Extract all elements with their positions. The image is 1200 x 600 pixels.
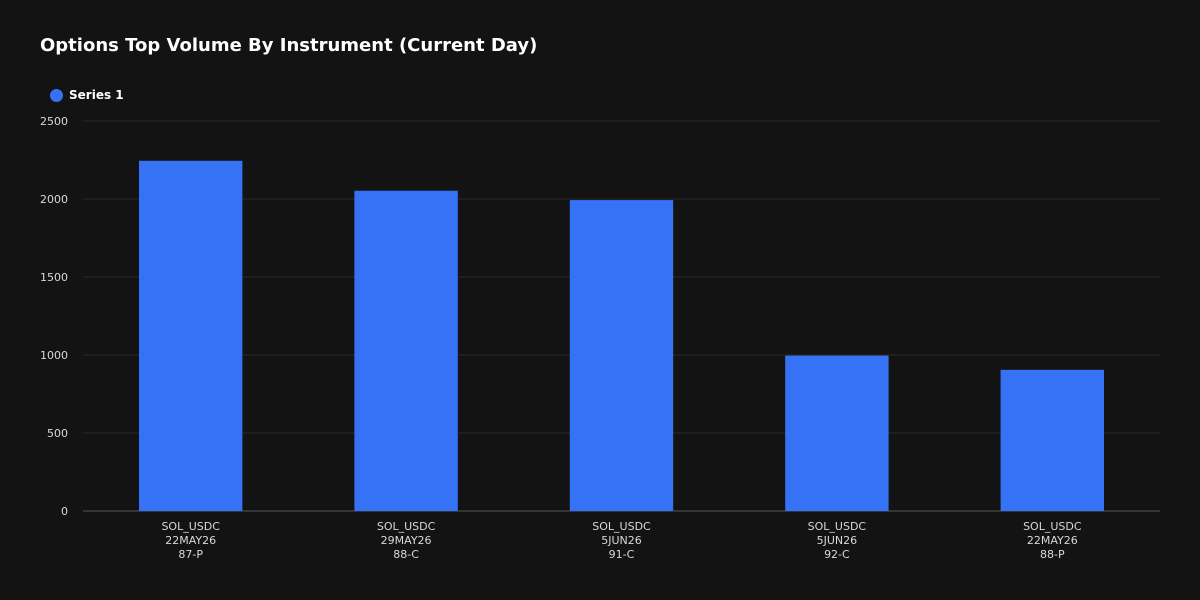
legend[interactable]: Series 1 — [50, 88, 124, 102]
y-tick-label: 0 — [61, 505, 68, 518]
y-tick-label: 2500 — [40, 115, 68, 128]
x-tick-label: SOL_USDC — [161, 520, 220, 533]
x-tick-label: 88-C — [393, 548, 419, 561]
x-tick-label: 5JUN26 — [817, 534, 858, 547]
x-tick-label: 87-P — [178, 548, 203, 561]
y-tick-label: 500 — [47, 427, 68, 440]
y-tick-label: 1500 — [40, 271, 68, 284]
bar[interactable] — [139, 160, 243, 511]
x-tick-label: 29MAY26 — [381, 534, 432, 547]
bar[interactable] — [1000, 369, 1104, 511]
x-tick-label: 88-P — [1040, 548, 1065, 561]
bar[interactable] — [354, 190, 458, 511]
x-tick-label: 91-C — [609, 548, 635, 561]
x-tick-label: 22MAY26 — [165, 534, 216, 547]
legend-label: Series 1 — [69, 88, 124, 102]
x-tick-label: 22MAY26 — [1027, 534, 1078, 547]
chart-title: Options Top Volume By Instrument (Curren… — [40, 35, 538, 56]
x-tick-label: SOL_USDC — [592, 520, 651, 533]
x-tick-label: 92-C — [824, 548, 850, 561]
x-tick-label: SOL_USDC — [377, 520, 436, 533]
bar[interactable] — [569, 200, 674, 512]
y-tick-label: 1000 — [40, 349, 68, 362]
legend-marker — [50, 88, 63, 102]
x-tick-label: SOL_USDC — [808, 520, 867, 533]
bar[interactable] — [785, 355, 889, 511]
x-tick-label: SOL_USDC — [1023, 520, 1082, 533]
x-tick-label: 5JUN26 — [601, 534, 642, 547]
y-tick-label: 2000 — [40, 193, 68, 206]
